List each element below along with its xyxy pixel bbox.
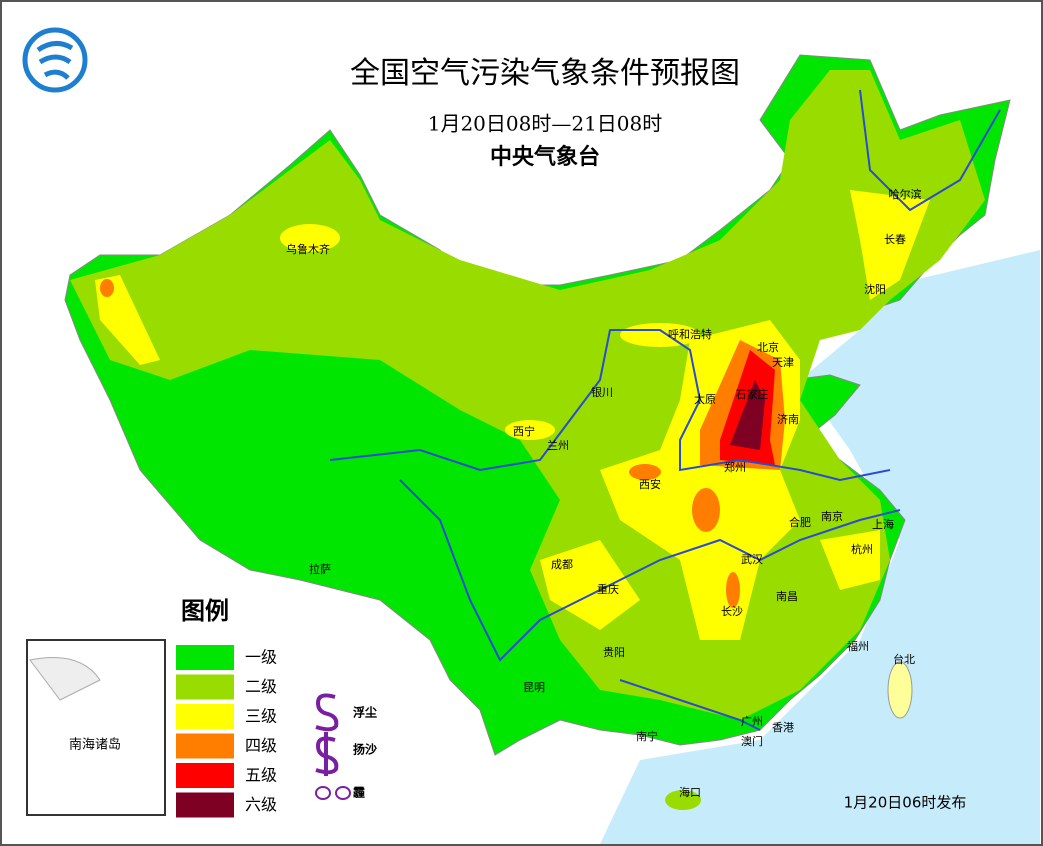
inset: 南海诸岛 (26, 639, 166, 816)
city-label: 广州 (741, 715, 763, 728)
city-label: 北京 (757, 340, 779, 354)
city-label: 西宁 (513, 424, 535, 438)
city-label: 长春 (884, 233, 906, 246)
city-label: 武汉 (741, 553, 763, 566)
city-label: 重庆 (597, 582, 619, 596)
city-label: 澳门 (741, 734, 763, 748)
city-label: 成都 (551, 558, 573, 571)
symbol-label: 扬沙 (353, 742, 377, 757)
level6-area (730, 380, 765, 450)
city-label: 呼和浩特 (668, 327, 712, 341)
city-label: 海口 (679, 785, 701, 799)
legend-symbols (315, 693, 352, 800)
city-label: 天津 (772, 356, 794, 369)
rivers (329, 89, 1001, 731)
legend-swatch (176, 763, 234, 788)
city-label: 银川 (591, 385, 613, 399)
symbol-label: 浮尘 (353, 705, 377, 720)
city-label: 南京 (821, 509, 843, 523)
city-label: 南昌 (776, 590, 798, 603)
title: 全国空气污染气象条件预报图 (350, 56, 740, 91)
legend-swatch (176, 792, 234, 818)
logo (22, 27, 88, 93)
city-label: 济南 (777, 412, 799, 426)
legend-swatch (176, 645, 234, 670)
city-label: 西安 (639, 477, 661, 491)
legend-label: 六级 (245, 795, 277, 814)
city-label: 郑州 (724, 460, 746, 474)
release-time: 1月20日06时发布 (844, 794, 967, 812)
time-range: 1月20日08时—21日08时 (428, 112, 663, 136)
city-label: 福州 (847, 639, 869, 653)
city-label: 太原 (694, 393, 716, 406)
inset-label: 南海诸岛 (69, 737, 121, 753)
taiwan (887, 661, 913, 719)
city-label: 合肥 (789, 515, 811, 529)
legend-swatch (176, 733, 234, 759)
city-label: 乌鲁木齐 (286, 242, 330, 256)
city-label: 贵阳 (603, 646, 625, 659)
legend-swatch (176, 704, 234, 729)
issuer: 中央气象台 (490, 144, 600, 170)
city-label: 石家庄 (736, 387, 769, 401)
symbol-label: 霾 (353, 786, 365, 800)
city-label: 上海 (872, 517, 894, 531)
legend-label: 三级 (245, 707, 277, 726)
legend-label: 二级 (245, 677, 277, 696)
city-label: 长沙 (721, 605, 743, 618)
city-label: 哈尔滨 (889, 187, 922, 201)
city-label: 沈阳 (864, 282, 886, 296)
legend-swatch (176, 674, 234, 700)
city-label: 杭州 (851, 542, 873, 556)
legend-title: 图例 (181, 597, 229, 625)
legend-label: 一级 (245, 648, 277, 667)
sea (600, 250, 1040, 844)
city-label: 香港 (772, 721, 794, 734)
legend-label: 四级 (245, 736, 277, 755)
legend-label: 五级 (245, 766, 277, 785)
city-label: 兰州 (547, 439, 569, 452)
city-label: 拉萨 (309, 562, 331, 576)
city-label: 南宁 (636, 729, 658, 743)
city-label: 昆明 (523, 681, 545, 694)
city-label: 台北 (893, 652, 915, 666)
